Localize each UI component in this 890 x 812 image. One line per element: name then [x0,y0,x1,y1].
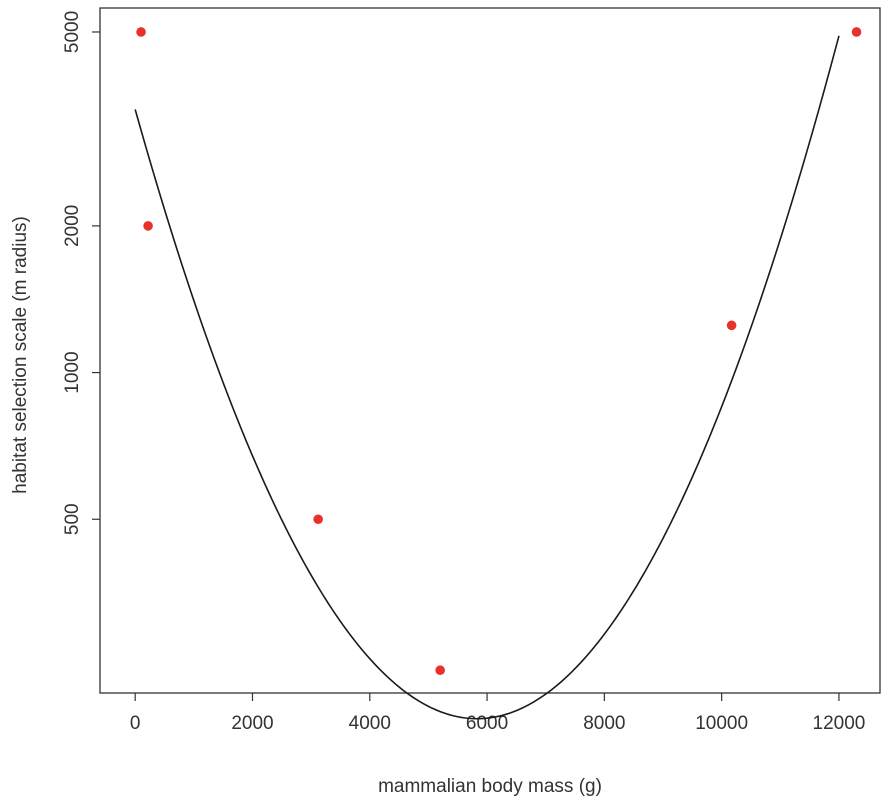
data-point [851,27,862,37]
y-axis: 500 1000 2000 5000 [62,11,100,535]
x-tick-label: 4000 [349,713,391,734]
y-tick-label: 5000 [62,11,83,53]
y-tick-label: 1000 [62,351,83,393]
fit-curve [134,35,840,720]
x-tick-label: 2000 [231,713,273,734]
x-axis-title: mammalian body mass (g) [378,776,602,797]
data-point [143,221,153,231]
x-tick-label: 0 [130,713,141,734]
data-point [726,320,737,331]
x-tick-label: 10000 [695,713,748,734]
y-axis-title: habitat selection scale (m radius) [10,216,31,494]
plot-frame [99,7,881,694]
data-point [136,27,146,37]
x-tick-label: 12000 [813,713,866,734]
data-point [435,665,445,676]
data-points [136,27,862,676]
data-point [313,514,323,525]
x-axis: 0 2000 4000 6000 8000 10000 12000 [130,693,865,734]
y-tick-label: 500 [62,503,83,535]
x-tick-label: 8000 [583,713,625,734]
y-tick-label: 2000 [62,205,83,247]
